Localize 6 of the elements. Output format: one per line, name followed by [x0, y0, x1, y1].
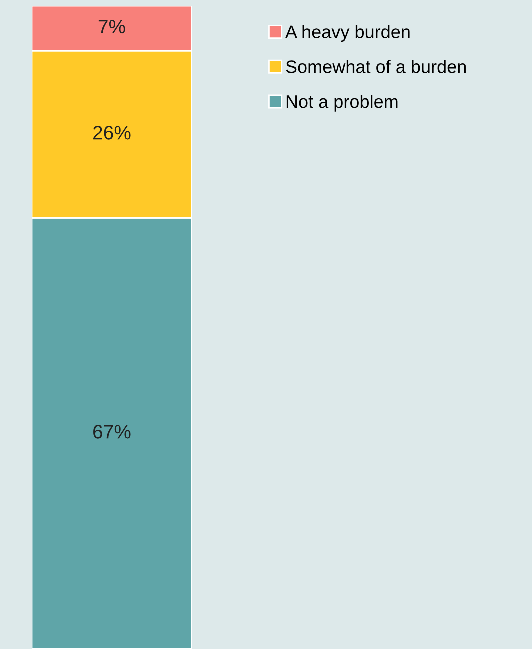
- legend-label: A heavy burden: [286, 25, 410, 42]
- legend-label: Somewhat of a burden: [286, 60, 466, 74]
- data-label: 26%: [94, 126, 131, 140]
- data-label: 67%: [94, 425, 131, 439]
- data-label: 7%: [98, 20, 126, 34]
- legend-label: Not a problem: [286, 94, 398, 112]
